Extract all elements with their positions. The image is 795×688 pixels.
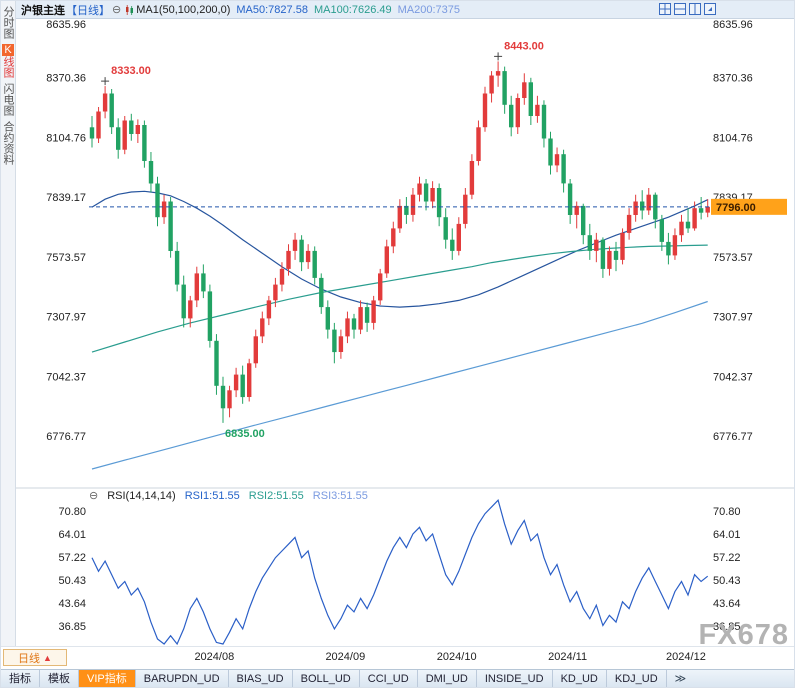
toolbar-item-9[interactable]: INSIDE_UD (477, 670, 553, 687)
layout-pop-icon[interactable] (704, 3, 716, 15)
svg-text:70.80: 70.80 (58, 506, 86, 518)
period-label: 日线 (18, 652, 41, 665)
svg-text:8370.36: 8370.36 (46, 73, 86, 85)
rsi1-value: RSI1:51.55 (184, 489, 240, 502)
x-axis-label: 2024/11 (548, 651, 588, 663)
rsi-line (91, 499, 709, 646)
svg-text:36.85: 36.85 (713, 621, 741, 633)
price-axis-ticks: 8635.96 8635.96 8370.36 8370.36 8104.76 8104.… (46, 19, 753, 443)
chart-area[interactable]: 8635.96 8635.96 8370.36 8370.36 8104.76 8104.… (16, 19, 795, 646)
x-axis-label: 2024/08 (194, 651, 235, 663)
ma100-value: MA100:7626.49 (313, 3, 392, 16)
svg-text:7042.37: 7042.37 (713, 371, 753, 383)
toolbar-item-1[interactable]: 指标 (1, 670, 40, 687)
svg-text:8635.96: 8635.96 (46, 19, 86, 31)
toolbar-item-10[interactable]: KD_UD (553, 670, 607, 687)
svg-text:64.01: 64.01 (58, 529, 86, 541)
collapse-rsi-pane-icon[interactable]: ⊖ (89, 490, 99, 502)
toolbar-item-4[interactable]: BARUPDN_UD (136, 670, 229, 687)
rsi3-value: RSI3:51.55 (312, 489, 368, 502)
indicator-toolbar: 指标 模板 VIP指标 BARUPDN_UD BIAS_UD BOLL_UD CCI_UD D… (1, 669, 794, 687)
ma50-line (91, 190, 708, 308)
svg-text:8104.76: 8104.76 (46, 132, 86, 144)
svg-text:6776.77: 6776.77 (713, 431, 753, 443)
price-annotation: 8333.00 (101, 65, 151, 86)
toolbar-item-2[interactable]: 模板 (40, 670, 79, 687)
svg-text:50.43: 50.43 (713, 575, 741, 587)
svg-text:8333.00: 8333.00 (111, 65, 151, 77)
toolbar-item-7[interactable]: CCI_UD (360, 670, 418, 687)
svg-text:57.22: 57.22 (58, 552, 86, 564)
layout-split-horizontal-icon[interactable] (674, 3, 686, 15)
rsi2-value: RSI2:51.55 (248, 489, 304, 502)
toolbar-item-5[interactable]: BIAS_UD (229, 670, 293, 687)
svg-text:36.85: 36.85 (58, 621, 86, 633)
ma100-line (91, 244, 708, 353)
collapse-main-pane-icon[interactable]: ⊖ (112, 4, 122, 16)
period-selector[interactable]: 日线 ▲ (3, 649, 67, 666)
sidebar-tab-kline-chart[interactable]: K线图 (2, 44, 14, 78)
x-axis-label: 2024/10 (436, 651, 477, 663)
svg-text:6776.77: 6776.77 (46, 431, 86, 443)
svg-text:43.64: 43.64 (713, 598, 741, 610)
rsi-axis-ticks: 70.80 70.80 64.01 64.01 57.22 57.22 50.43 50.43… (58, 506, 740, 633)
kline-rsi-chart[interactable]: 8635.96 8635.96 8370.36 8370.36 8104.76 8104.… (16, 19, 795, 646)
sidebar-tab-contract-info[interactable]: 合约资料 (2, 121, 14, 165)
svg-text:43.64: 43.64 (58, 598, 86, 610)
svg-text:7042.37: 7042.37 (46, 371, 86, 383)
sidebar-tab-lightning-chart[interactable]: 闪电图 (2, 83, 14, 116)
ma-settings-label[interactable]: MA1(50,100,200,0) (136, 3, 231, 16)
sidebar-tab-time-chart[interactable]: 分时图 (2, 6, 14, 39)
svg-text:7796.00: 7796.00 (716, 202, 756, 214)
toolbar-more-button[interactable]: ≫ (674, 673, 687, 685)
svg-text:8370.36: 8370.36 (713, 73, 753, 85)
svg-text:8635.96: 8635.96 (713, 19, 753, 31)
left-tab-strip: 分时图 K线图 闪电图 合约资料 (1, 1, 16, 646)
svg-text:8443.00: 8443.00 (504, 40, 544, 52)
svg-text:7307.97: 7307.97 (46, 312, 86, 324)
toolbar-items: 指标 模板 VIP指标 BARUPDN_UD BIAS_UD BOLL_UD CCI_UD D… (1, 670, 667, 687)
price-annotation: 6835.00 (225, 428, 265, 440)
toolbar-item-11[interactable]: KDJ_UD (607, 670, 667, 687)
period-tag: 【日线】 (66, 4, 110, 17)
last-price-label: 7796.00 (711, 198, 787, 215)
svg-text:70.80: 70.80 (713, 506, 741, 518)
toolbar-item-6[interactable]: BOLL_UD (293, 670, 360, 687)
layout-grid-icon[interactable] (659, 3, 671, 15)
svg-text:64.01: 64.01 (713, 529, 741, 541)
ma200-line (91, 300, 708, 470)
svg-text:50.43: 50.43 (58, 575, 86, 587)
toolbar-item-8[interactable]: DMI_UD (418, 670, 477, 687)
svg-text:7839.17: 7839.17 (46, 192, 86, 204)
svg-text:7573.57: 7573.57 (46, 252, 86, 264)
toolbar-item-3[interactable]: VIP指标 (79, 670, 136, 687)
svg-text:57.22: 57.22 (713, 552, 741, 564)
chart-header: 沪银主连 【日线】 ⊖ MA1(50,100,200,0) MA50:7827.… (16, 1, 794, 19)
watermark: FX678 (698, 619, 789, 651)
layout-split-vertical-icon[interactable] (689, 3, 701, 15)
price-annotation: 8443.00 (494, 40, 544, 61)
x-axis-row: 日线 ▲ 2024/08 2024/09 2024/10 2024/11 2024/12 (1, 646, 794, 669)
candlestick-series (89, 61, 710, 423)
x-axis-label: 2024/12 (666, 651, 706, 663)
symbol-title: 沪银主连 (21, 4, 65, 17)
svg-text:8104.76: 8104.76 (713, 132, 753, 144)
candle-icon (125, 4, 134, 15)
svg-text:7573.57: 7573.57 (713, 252, 753, 264)
ma200-value: MA200:7375 (397, 3, 461, 16)
rsi-header: ⊖ RSI(14,14,14) RSI1:51.55 RSI2:51.55 RS… (89, 489, 368, 503)
x-axis-label: 2024/09 (325, 651, 366, 663)
period-up-arrow-icon: ▲ (43, 652, 52, 663)
ma50-value: MA50:7827.58 (236, 3, 308, 16)
window-layout-controls (659, 3, 716, 15)
svg-text:7307.97: 7307.97 (713, 312, 753, 324)
svg-text:6835.00: 6835.00 (225, 428, 265, 440)
rsi-indicator-label[interactable]: RSI(14,14,14) (107, 489, 176, 502)
